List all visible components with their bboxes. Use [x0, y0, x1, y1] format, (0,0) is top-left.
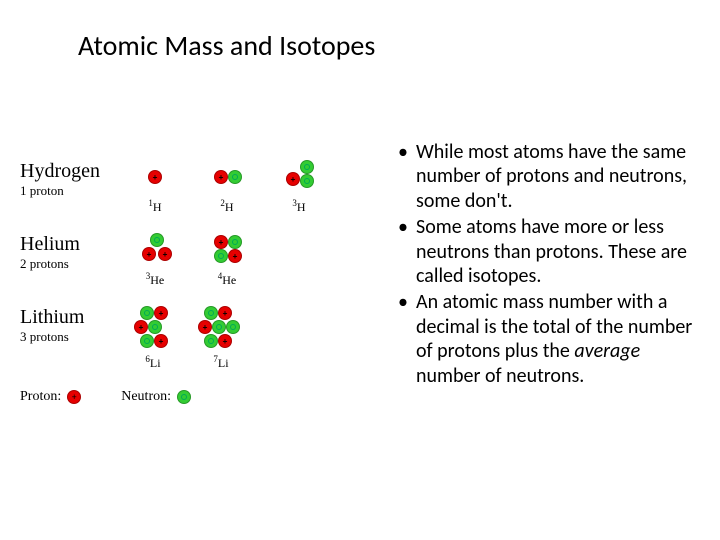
isotope-label: 2H [220, 198, 233, 215]
nucleus: + + + [130, 306, 176, 350]
neutron-particle [140, 306, 154, 320]
neutron-particle [300, 160, 314, 174]
isotope: +2H [202, 160, 252, 215]
neutron-particle [228, 235, 242, 249]
proton-particle: + [228, 249, 242, 263]
bullet-item: An atomic mass number with a decimal is … [398, 290, 698, 388]
neutron-particle [214, 249, 228, 263]
neutron-particle [204, 334, 218, 348]
isotope-label: 4He [218, 271, 237, 288]
legend-proton: Proton: + [20, 389, 81, 405]
element-proton-count: 1 proton [20, 183, 130, 199]
isotope-group: +1H+2H+3H [130, 160, 324, 215]
bullet-list: While most atoms have the same number of… [398, 140, 698, 390]
nucleus: + [202, 160, 252, 194]
element-name: Helium [20, 233, 130, 256]
isotope: + + +7Li [198, 306, 244, 371]
legend-proton-label: Proton: [20, 389, 61, 405]
isotope: +3H [274, 160, 324, 215]
neutron-particle [228, 170, 242, 184]
nucleus: + [130, 160, 180, 194]
element-name: Lithium [20, 306, 130, 329]
neutron-particle [300, 174, 314, 188]
isotope: ++4He [202, 233, 252, 288]
element-label: Helium2 protons [20, 233, 130, 272]
isotope: +1H [130, 160, 180, 215]
element-row: Helium2 protons++3He++4He [20, 233, 380, 288]
neutron-particle [140, 334, 154, 348]
proton-particle: + [154, 306, 168, 320]
neutron-particle [226, 320, 240, 334]
particle-legend: Proton: + Neutron: [20, 389, 380, 405]
neutron-particle [212, 320, 226, 334]
nucleus: ++ [202, 233, 252, 267]
isotope-group: ++3He++4He [130, 233, 252, 288]
proton-particle: + [214, 235, 228, 249]
proton-particle: + [214, 170, 228, 184]
proton-particle: + [134, 320, 148, 334]
proton-icon: + [67, 390, 81, 404]
element-label: Hydrogen1 proton [20, 160, 130, 199]
legend-neutron: Neutron: [121, 389, 191, 405]
element-label: Lithium3 protons [20, 306, 130, 345]
proton-particle: + [158, 247, 172, 261]
isotope: + + +6Li [130, 306, 176, 371]
proton-particle: + [198, 320, 212, 334]
isotope-label: 6Li [145, 354, 160, 371]
isotope-group: + + +6Li + + +7Li [130, 306, 244, 371]
neutron-particle [204, 306, 218, 320]
element-row: Lithium3 protons+++6Li+++7Li [20, 306, 380, 371]
element-proton-count: 3 protons [20, 329, 130, 345]
legend-neutron-label: Neutron: [121, 389, 171, 405]
proton-particle: + [218, 306, 232, 320]
proton-particle: + [218, 334, 232, 348]
proton-particle: + [154, 334, 168, 348]
bullet-item: While most atoms have the same number of… [398, 140, 698, 213]
element-row: Hydrogen1 proton+1H+2H+3H [20, 160, 380, 215]
nucleus: ++ [130, 233, 180, 267]
isotope-label: 3H [292, 198, 305, 215]
nucleus: + + + [198, 306, 244, 350]
element-proton-count: 2 protons [20, 256, 130, 272]
proton-particle: + [286, 172, 300, 186]
bullet-item: Some atoms have more or less neutrons th… [398, 215, 698, 288]
neutron-particle [150, 233, 164, 247]
proton-particle: + [142, 247, 156, 261]
nucleus: + [274, 160, 324, 194]
isotope-label: 1H [148, 198, 161, 215]
slide-title: Atomic Mass and Isotopes [78, 28, 375, 63]
element-name: Hydrogen [20, 160, 130, 183]
isotope-label: 7Li [213, 354, 228, 371]
isotope-label: 3He [146, 271, 165, 288]
proton-particle: + [148, 170, 162, 184]
neutron-icon [177, 390, 191, 404]
isotope: ++3He [130, 233, 180, 288]
neutron-particle [148, 320, 162, 334]
isotope-diagram: Hydrogen1 proton+1H+2H+3HHelium2 protons… [20, 160, 380, 405]
